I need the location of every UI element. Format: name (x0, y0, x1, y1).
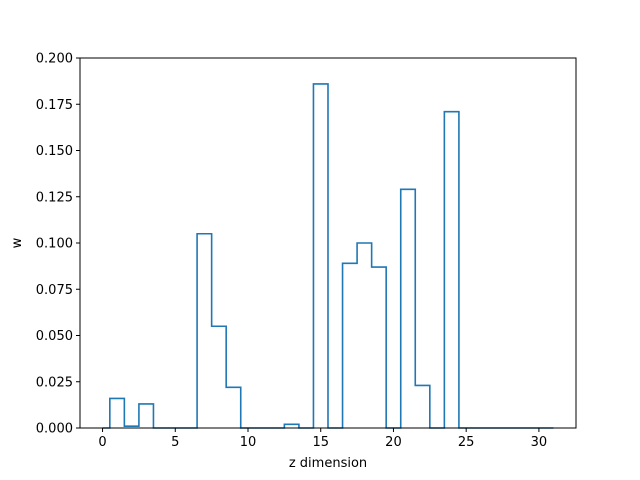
x-tick-label: 25 (458, 435, 475, 450)
x-tick-label: 0 (98, 435, 106, 450)
y-axis-label: w (10, 237, 25, 248)
y-tick-label: 0.150 (36, 144, 73, 159)
y-tick-label: 0.175 (36, 98, 73, 113)
x-tick-label: 5 (171, 435, 179, 450)
y-tick-label: 0.100 (36, 237, 73, 252)
y-tick-label: 0.200 (36, 52, 73, 67)
x-tick-label: 15 (312, 435, 329, 450)
y-tick-label: 0.125 (36, 190, 73, 205)
x-tick-label: 20 (385, 435, 402, 450)
x-tick-label: 10 (240, 435, 257, 450)
y-tick-label: 0.075 (36, 283, 73, 298)
y-tick-label: 0.025 (36, 375, 73, 390)
x-axis: 0 5 10 15 20 25 30 (98, 428, 547, 450)
y-axis: 0.000 0.025 0.050 0.075 0.100 0.125 0.150 0.175… (36, 52, 80, 437)
y-tick-label: 0.050 (36, 329, 73, 344)
x-tick-label: 30 (531, 435, 548, 450)
x-axis-label: z dimension (289, 456, 367, 471)
y-tick-label: 0.000 (36, 422, 73, 437)
